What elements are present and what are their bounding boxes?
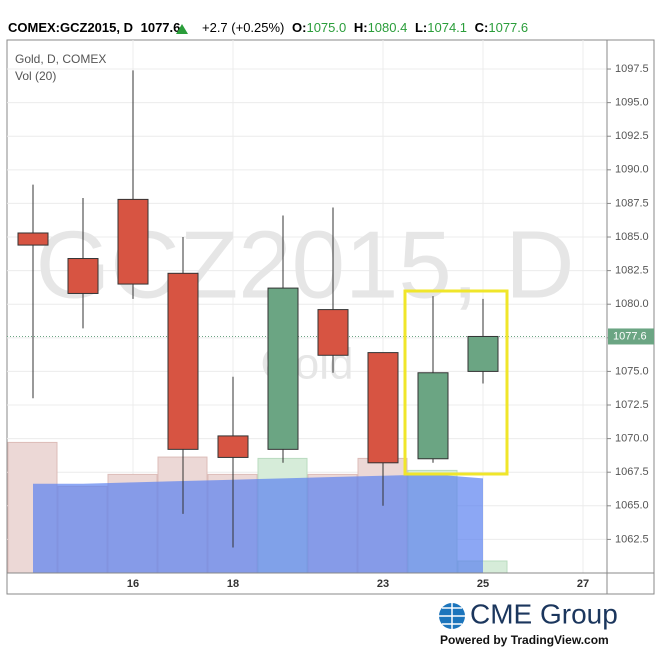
candle-body	[467, 335, 499, 372]
x-tick-label: 18	[227, 578, 239, 590]
candle-body	[17, 232, 49, 246]
candle-body	[167, 272, 199, 450]
y-tick-label: 1082.5	[615, 265, 649, 277]
y-tick-label: 1062.5	[615, 533, 649, 545]
y-tick-label: 1072.5	[615, 399, 649, 411]
frame	[6, 39, 655, 595]
y-tick-label: 1080.0	[615, 298, 649, 310]
last: 1077.6	[141, 20, 181, 35]
y-tick-label: 1085.0	[615, 231, 649, 243]
powered-by: Powered by TradingView.com	[440, 633, 609, 647]
legend-title: Gold, D, COMEX	[15, 52, 106, 66]
l-value: 1074.1	[427, 20, 467, 35]
c-label: C:	[475, 20, 489, 35]
volume-ma-area	[33, 474, 483, 573]
y-tick-label: 1090.0	[615, 164, 649, 176]
logo-lines	[439, 603, 465, 629]
candle-body	[317, 309, 349, 356]
candle-body	[367, 352, 399, 464]
l-label: L:	[415, 20, 427, 35]
y-tick-label: 1070.0	[615, 433, 649, 445]
h-value: 1080.4	[368, 20, 408, 35]
change: +2.7 (+0.25%)	[202, 20, 284, 35]
last-price-label: 1077.6	[613, 330, 647, 342]
c-value: 1077.6	[488, 20, 528, 35]
o-label: O:	[292, 20, 306, 35]
o-value: 1075.0	[306, 20, 346, 35]
cme-logo	[439, 603, 465, 629]
y-tick-label: 1075.0	[615, 365, 649, 377]
y-tick-label: 1067.5	[615, 466, 649, 478]
y-tick-label: 1065.0	[615, 500, 649, 512]
y-tick-label: 1092.5	[615, 130, 649, 142]
candle-body	[67, 258, 99, 294]
last-price-box	[608, 328, 654, 345]
symbol: COMEX:GCZ2015, D	[8, 20, 133, 35]
x-tick-label: 23	[377, 578, 389, 590]
y-tick-label: 1097.5	[615, 63, 649, 75]
y-tick-label: 1095.0	[615, 97, 649, 109]
x-tick-label: 16	[127, 578, 139, 590]
y-tick-label: 1087.5	[615, 197, 649, 209]
x-tick-label: 25	[477, 578, 489, 590]
h-label: H:	[354, 20, 368, 35]
brand: CME Group	[470, 598, 618, 629]
candle-body	[117, 198, 149, 285]
candle-body	[267, 287, 299, 450]
watermark: GCZ2015, D	[36, 211, 575, 318]
x-tick-label: 27	[577, 578, 589, 590]
candle-body	[417, 372, 449, 460]
legend-volume: Vol (20)	[15, 69, 56, 83]
header: COMEX:GCZ2015, D 1077.6 +2.7 (+0.25%) O:…	[8, 20, 528, 35]
up-arrow	[176, 24, 188, 34]
highlight-box	[403, 289, 509, 476]
candle-body	[217, 435, 249, 458]
